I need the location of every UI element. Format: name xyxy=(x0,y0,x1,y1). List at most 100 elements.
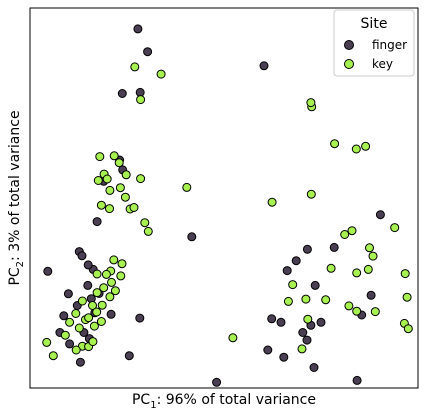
point-finger-39 xyxy=(263,345,273,355)
point-key-8 xyxy=(95,152,105,162)
point-finger-32 xyxy=(276,317,286,327)
points-layer xyxy=(42,24,413,387)
point-finger-1 xyxy=(143,47,153,57)
point-key-58 xyxy=(340,230,350,239)
point-finger-10 xyxy=(43,266,53,276)
point-key-4 xyxy=(306,98,316,108)
legend: Site finger key xyxy=(333,9,415,77)
legend-label-finger: finger xyxy=(372,38,407,52)
point-key-16 xyxy=(115,183,125,193)
point-finger-24 xyxy=(65,339,75,349)
point-finger-9 xyxy=(187,232,197,242)
point-finger-47 xyxy=(366,290,376,300)
point-key-9 xyxy=(109,151,119,161)
point-key-45 xyxy=(84,313,94,323)
point-key-65 xyxy=(352,268,362,278)
point-key-64 xyxy=(363,264,373,274)
point-key-51 xyxy=(71,309,81,318)
point-finger-3 xyxy=(259,61,269,71)
legend-title: Site xyxy=(361,16,388,32)
point-finger-33 xyxy=(282,266,292,276)
point-finger-30 xyxy=(212,377,222,387)
point-key-67 xyxy=(400,269,410,279)
point-key-26 xyxy=(140,218,150,228)
point-key-47 xyxy=(65,317,75,327)
point-key-20 xyxy=(120,192,130,202)
point-key-78 xyxy=(297,344,307,354)
point-key-77 xyxy=(303,314,313,324)
point-finger-14 xyxy=(83,260,93,270)
point-key-43 xyxy=(96,317,106,326)
point-finger-20 xyxy=(59,311,69,321)
point-finger-19 xyxy=(83,280,93,290)
point-key-63 xyxy=(326,263,336,273)
point-key-6 xyxy=(351,144,361,154)
point-key-68 xyxy=(301,294,311,304)
point-finger-44 xyxy=(309,363,319,372)
point-key-61 xyxy=(365,243,374,253)
point-key-29 xyxy=(117,259,127,269)
point-key-18 xyxy=(182,182,192,192)
point-finger-18 xyxy=(63,289,73,299)
point-key-56 xyxy=(71,345,81,355)
x-axis-label: PC1: 96% of total variance xyxy=(132,392,316,411)
point-key-57 xyxy=(228,333,238,343)
point-key-73 xyxy=(402,292,412,302)
point-key-40 xyxy=(92,307,102,317)
point-key-1 xyxy=(156,69,166,79)
point-key-37 xyxy=(92,288,102,298)
point-finger-31 xyxy=(267,314,277,324)
point-key-32 xyxy=(101,269,111,279)
point-finger-48 xyxy=(352,375,362,385)
point-finger-34 xyxy=(291,256,301,266)
point-key-21 xyxy=(96,200,106,210)
point-key-62 xyxy=(368,251,378,261)
legend-label-key: key xyxy=(372,57,393,71)
point-key-60 xyxy=(390,223,400,233)
point-key-74 xyxy=(352,306,362,316)
point-finger-28 xyxy=(75,357,85,367)
point-finger-22 xyxy=(106,309,116,319)
point-finger-42 xyxy=(298,328,308,337)
point-key-42 xyxy=(77,296,87,306)
point-key-12 xyxy=(93,176,103,185)
point-finger-36 xyxy=(329,242,339,252)
point-finger-35 xyxy=(302,244,312,254)
point-key-17 xyxy=(105,185,115,195)
legend-marker-finger xyxy=(344,40,354,50)
point-finger-40 xyxy=(279,352,289,362)
point-finger-29 xyxy=(135,313,145,323)
point-key-48 xyxy=(89,321,99,331)
point-key-46 xyxy=(74,323,84,333)
point-key-70 xyxy=(321,295,331,305)
point-key-72 xyxy=(370,307,380,317)
point-key-36 xyxy=(105,292,115,302)
y-axis-label: PC2: 3% of total variance xyxy=(7,110,26,285)
legend-box xyxy=(333,9,415,77)
point-finger-46 xyxy=(375,210,385,220)
point-key-69 xyxy=(283,296,293,306)
legend-marker-key xyxy=(344,59,354,69)
point-key-39 xyxy=(88,301,97,310)
point-key-7 xyxy=(361,141,371,151)
point-key-55 xyxy=(88,337,98,347)
point-key-27 xyxy=(143,226,153,236)
point-finger-4 xyxy=(117,89,127,98)
point-key-0 xyxy=(130,62,140,72)
point-key-34 xyxy=(116,271,126,281)
point-key-31 xyxy=(92,269,102,279)
point-key-53 xyxy=(48,351,58,361)
point-key-19 xyxy=(306,189,316,199)
point-key-33 xyxy=(107,277,116,287)
point-key-28 xyxy=(109,255,119,265)
point-key-52 xyxy=(42,337,52,347)
point-key-10 xyxy=(114,158,124,168)
point-finger-0 xyxy=(133,24,143,34)
point-finger-27 xyxy=(124,351,134,361)
point-key-2 xyxy=(136,95,146,105)
point-key-15 xyxy=(136,174,146,184)
point-key-66 xyxy=(288,280,298,290)
point-key-35 xyxy=(110,286,120,296)
point-key-76 xyxy=(403,324,413,334)
